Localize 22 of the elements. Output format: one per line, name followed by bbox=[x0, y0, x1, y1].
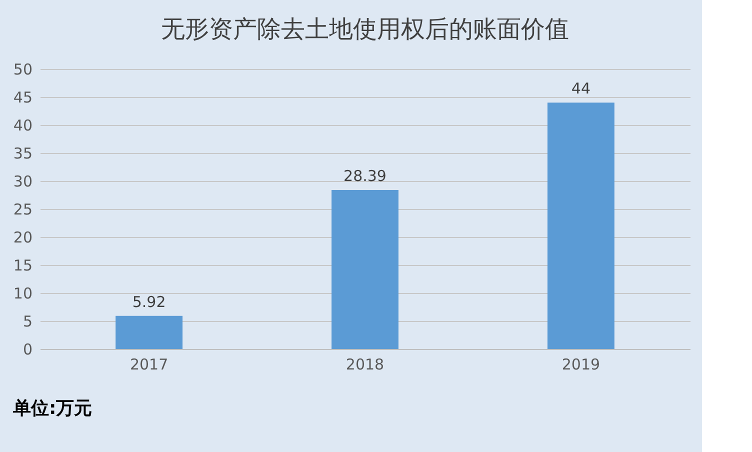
data-label: 44 bbox=[571, 80, 590, 98]
data-label: 5.92 bbox=[132, 292, 166, 311]
x-tick-label: 2017 bbox=[130, 356, 168, 374]
x-tick-label: 2019 bbox=[562, 356, 600, 374]
data-label: 28.39 bbox=[344, 167, 386, 186]
y-tick-label: 25 bbox=[13, 200, 32, 218]
y-tick-label: 30 bbox=[13, 172, 32, 190]
y-tick-label: 5 bbox=[22, 312, 32, 330]
chart-title: 无形资产除去土地使用权后的账面价值 bbox=[161, 15, 569, 43]
y-tick-label: 40 bbox=[13, 116, 32, 134]
text: 单位:万元 bbox=[12, 398, 92, 419]
y-tick-label: 20 bbox=[13, 228, 32, 246]
y-tick-label: 0 bbox=[22, 340, 32, 358]
y-tick-label: 35 bbox=[13, 144, 32, 162]
y-tick-label: 10 bbox=[13, 284, 32, 302]
bar bbox=[116, 316, 183, 349]
y-tick-label: 45 bbox=[13, 88, 32, 106]
bar bbox=[547, 102, 614, 349]
x-tick-label: 2018 bbox=[346, 356, 384, 374]
bar bbox=[332, 190, 398, 349]
y-tick-label: 15 bbox=[13, 256, 32, 274]
y-tick-label: 50 bbox=[13, 60, 32, 78]
